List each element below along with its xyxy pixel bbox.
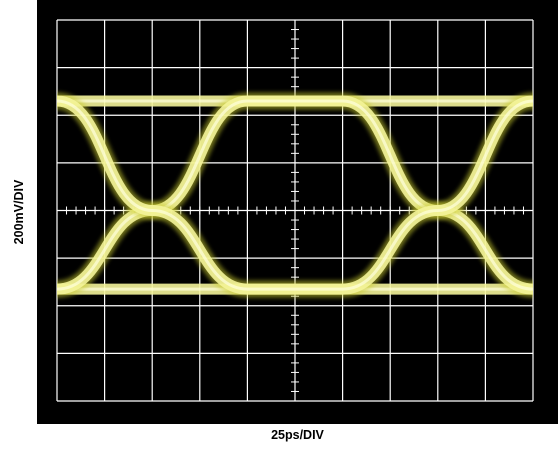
eye-traces xyxy=(57,92,533,298)
falling-trace-core xyxy=(57,99,533,291)
rising-trace-core xyxy=(57,99,533,291)
y-axis-label: 200mV/DIV xyxy=(12,179,26,245)
center-ticks xyxy=(56,19,534,402)
x-axis-label: 25ps/DIV xyxy=(271,428,324,442)
